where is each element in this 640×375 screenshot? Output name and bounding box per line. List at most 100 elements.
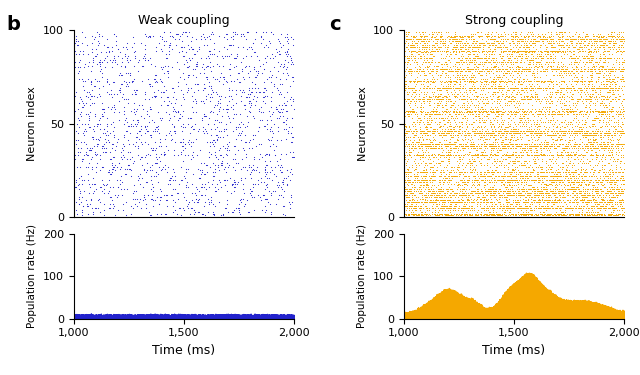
Point — [418, 153, 428, 159]
Point — [83, 94, 93, 100]
Point — [611, 48, 621, 54]
Point — [496, 96, 506, 102]
Point — [484, 59, 495, 65]
Point — [106, 121, 116, 127]
Point — [445, 203, 456, 209]
Point — [566, 205, 577, 211]
Point — [236, 93, 246, 99]
Point — [463, 192, 474, 198]
Point — [129, 100, 139, 106]
Point — [476, 209, 486, 214]
Point — [247, 46, 257, 52]
Point — [161, 210, 171, 216]
Point — [603, 48, 613, 54]
Point — [415, 40, 425, 46]
Point — [191, 61, 202, 67]
Point — [420, 124, 431, 130]
Point — [163, 147, 173, 153]
Point — [548, 199, 559, 205]
Point — [462, 93, 472, 99]
Point — [577, 210, 588, 216]
Point — [524, 214, 534, 220]
Point — [568, 108, 579, 114]
Point — [492, 113, 502, 119]
Point — [514, 186, 524, 192]
Point — [483, 81, 493, 87]
Point — [541, 160, 552, 166]
Point — [524, 85, 534, 91]
Point — [152, 128, 163, 134]
Point — [542, 91, 552, 97]
Point — [409, 168, 419, 174]
Point — [524, 203, 534, 209]
Point — [602, 81, 612, 87]
Point — [486, 177, 496, 183]
Point — [434, 46, 444, 52]
Point — [611, 149, 621, 155]
Point — [524, 53, 534, 59]
Point — [508, 130, 518, 136]
Point — [527, 70, 538, 76]
Point — [600, 177, 611, 183]
Point — [270, 53, 280, 59]
Point — [435, 210, 445, 216]
Point — [526, 199, 536, 205]
Point — [431, 48, 442, 54]
Point — [509, 197, 520, 203]
Point — [547, 173, 557, 179]
Point — [210, 162, 220, 168]
Point — [546, 134, 556, 140]
Point — [600, 130, 610, 136]
Point — [425, 170, 435, 176]
Point — [422, 119, 433, 125]
Point — [417, 177, 427, 183]
Point — [194, 175, 204, 181]
Point — [458, 141, 468, 147]
Point — [225, 119, 235, 125]
Point — [458, 76, 468, 82]
Point — [403, 194, 413, 200]
Point — [259, 66, 269, 72]
Point — [470, 85, 480, 91]
Point — [415, 96, 425, 102]
Point — [427, 85, 437, 91]
Point — [587, 83, 597, 89]
Point — [399, 81, 410, 87]
Point — [599, 170, 609, 176]
Point — [70, 48, 81, 54]
Point — [443, 212, 453, 218]
Point — [177, 128, 187, 134]
Point — [131, 108, 141, 114]
Point — [604, 40, 614, 46]
Point — [525, 192, 536, 198]
Point — [473, 188, 483, 194]
Point — [183, 87, 193, 93]
Point — [278, 175, 289, 181]
Point — [485, 106, 495, 112]
Point — [520, 48, 531, 54]
Point — [527, 210, 537, 216]
Point — [477, 85, 487, 91]
Point — [590, 106, 600, 112]
Point — [444, 158, 454, 164]
Point — [459, 78, 469, 84]
Point — [459, 210, 469, 216]
Point — [531, 70, 541, 76]
Point — [438, 108, 449, 114]
Point — [614, 201, 625, 207]
Point — [592, 199, 602, 205]
Point — [452, 153, 463, 159]
Point — [552, 138, 562, 144]
Point — [491, 113, 501, 119]
Point — [474, 44, 484, 50]
Point — [488, 81, 499, 87]
Point — [598, 140, 608, 146]
Point — [198, 66, 209, 72]
Point — [481, 143, 492, 149]
Point — [588, 85, 598, 91]
Point — [579, 186, 589, 192]
Point — [423, 183, 433, 189]
Point — [552, 183, 562, 189]
Point — [281, 126, 291, 132]
Point — [511, 44, 521, 50]
